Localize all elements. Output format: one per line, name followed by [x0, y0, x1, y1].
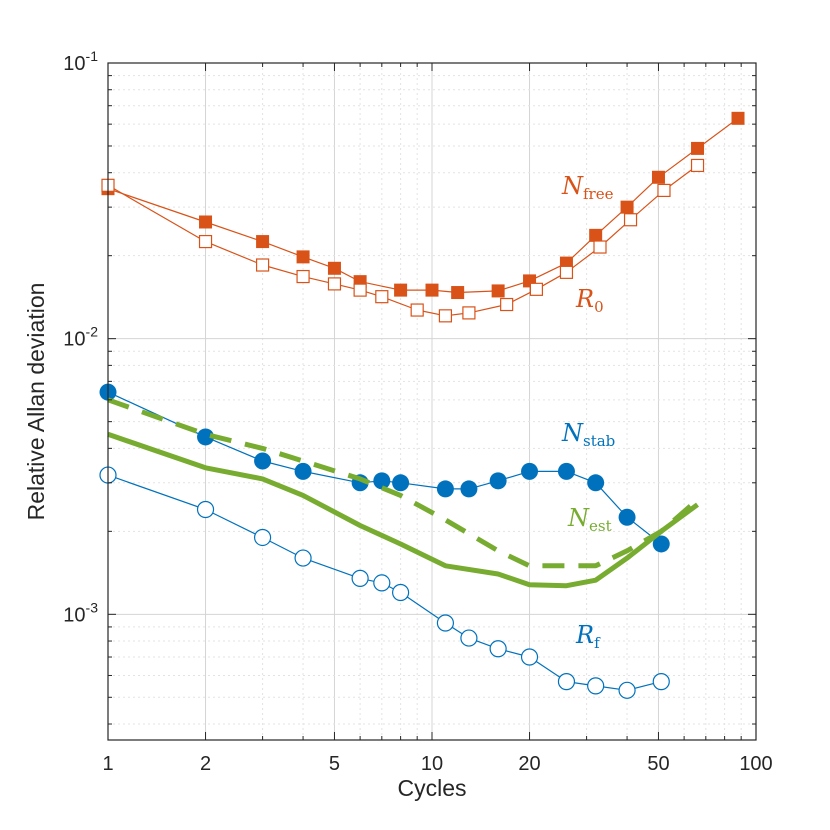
y-tick-label: 10-1 [63, 48, 98, 75]
data-point [392, 583, 410, 602]
data-point [559, 265, 574, 279]
data-point [491, 284, 505, 298]
y-tick-label: 10-2 [63, 324, 98, 351]
series-r-f [99, 466, 670, 699]
data-point [587, 677, 605, 695]
data-point [618, 681, 636, 699]
data-point [394, 283, 408, 297]
data-point [731, 111, 745, 125]
data-point [618, 508, 636, 526]
series-n-free [101, 111, 745, 300]
series-n-est [107, 431, 699, 589]
data-point [557, 673, 576, 691]
data-point [623, 213, 638, 227]
data-point [425, 283, 439, 297]
data-point [353, 283, 367, 297]
series-r-0 [101, 158, 705, 323]
x-tick-label: 5 [329, 753, 340, 775]
data-point [587, 474, 605, 492]
data-point [593, 240, 607, 254]
data-point [254, 452, 272, 470]
data-point [294, 462, 312, 480]
data-point [296, 269, 310, 284]
y-tick-label: 10-3 [63, 599, 98, 626]
data-point [691, 141, 705, 155]
data-point [296, 250, 310, 264]
data-point [651, 170, 665, 184]
series-annotations: Nfree R0 Nstab Nest Rf [561, 172, 615, 652]
x-tick-label: 50 [647, 753, 669, 775]
series-n-stab [99, 383, 670, 553]
x-tick-label: 2 [200, 753, 211, 775]
data-point [489, 640, 507, 658]
data-point [392, 474, 410, 492]
data-point [351, 569, 369, 587]
series-layer [99, 111, 745, 699]
data-point [521, 462, 539, 480]
data-point [253, 528, 272, 547]
data-point [438, 309, 453, 323]
ticks: 1 2 5 10 20 50 100 10-1 10-2 10-3 [63, 48, 772, 775]
data-point [520, 648, 539, 666]
data-point [489, 472, 507, 490]
series-n-est-dashed [107, 397, 700, 569]
x-tick-label: 100 [739, 753, 772, 775]
x-tick-label: 10 [421, 753, 443, 775]
label-r-0: R0 [575, 285, 604, 316]
x-tick-label: 1 [102, 753, 113, 775]
data-point [451, 286, 465, 300]
data-point [375, 290, 389, 304]
series-line [107, 397, 700, 569]
y-axis-label: Relative Allan deviation [23, 283, 49, 521]
data-point [327, 261, 341, 275]
data-point [373, 472, 391, 490]
x-axis-label: Cycles [397, 775, 466, 801]
grid [107, 62, 757, 740]
data-point [589, 228, 603, 242]
data-point [294, 549, 312, 567]
data-point [256, 235, 270, 249]
series-line [107, 431, 699, 589]
data-point [198, 234, 213, 249]
data-point [410, 303, 424, 317]
label-r-f: Rf [575, 621, 601, 652]
label-n-est: Nest [567, 504, 612, 535]
data-point [657, 183, 671, 198]
label-n-free: Nfree [561, 172, 614, 203]
data-point [196, 500, 215, 519]
data-point [620, 200, 634, 214]
data-point [462, 306, 476, 320]
data-point [529, 282, 543, 296]
data-point [460, 629, 478, 647]
data-point [436, 614, 455, 632]
data-point [199, 215, 213, 229]
data-point [460, 480, 478, 498]
data-point [557, 462, 575, 480]
x-tick-label: 20 [518, 753, 540, 775]
data-point [255, 258, 270, 272]
label-n-stab: Nstab [561, 419, 615, 450]
data-point [327, 277, 342, 291]
data-point [373, 574, 391, 592]
data-point [197, 428, 215, 446]
data-point [436, 480, 454, 498]
data-point [652, 673, 670, 691]
data-point [690, 158, 705, 173]
data-point [500, 297, 514, 312]
data-point [652, 535, 670, 553]
